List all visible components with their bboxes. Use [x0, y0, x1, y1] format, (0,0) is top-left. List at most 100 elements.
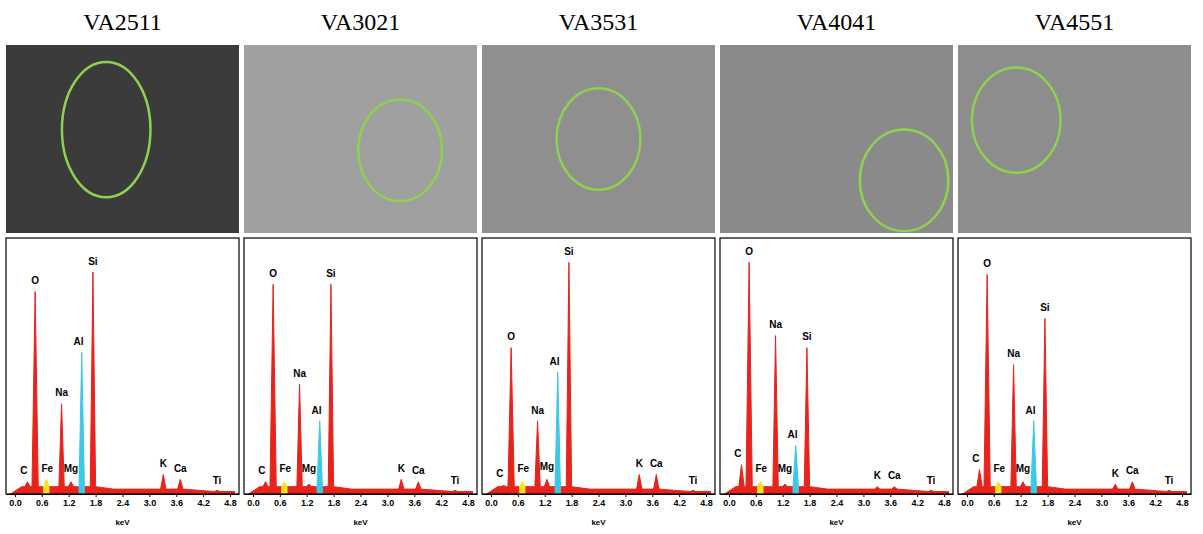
x-tick: 4.8 [938, 494, 951, 508]
x-tick-mark [1182, 494, 1183, 497]
spectrum-area [996, 482, 1001, 494]
x-tick-label: 4.2 [1149, 498, 1162, 508]
element-label: C [972, 453, 979, 464]
element-label: Si [1040, 302, 1050, 313]
x-tick-label: 3.0 [858, 498, 871, 508]
x-tick-label: 4.8 [224, 498, 237, 508]
element-label: Na [293, 368, 306, 379]
element-label: Mg [1016, 463, 1030, 474]
element-label: K [874, 470, 882, 481]
figure-svg: VA25110.00.61.21.82.43.03.64.24.8keVCOFe… [0, 0, 1203, 534]
x-axis-title: keV [829, 518, 844, 527]
x-tick: 4.8 [700, 494, 713, 508]
x-tick-mark [994, 494, 995, 497]
element-label: O [507, 331, 515, 342]
x-tick-mark [967, 494, 968, 497]
x-tick-label: 0.6 [512, 498, 525, 508]
x-tick-label: 1.2 [1015, 498, 1028, 508]
panel-title: VA4041 [797, 9, 877, 35]
plot-frame [958, 238, 1191, 494]
element-label: Ti [689, 475, 698, 486]
x-tick: 0.6 [750, 494, 763, 508]
x-tick-mark [414, 494, 415, 497]
x-tick-label: 4.8 [700, 498, 713, 508]
x-tick: 2.4 [355, 494, 368, 508]
x-tick-mark [230, 494, 231, 497]
x-tick-label: 0.6 [274, 498, 287, 508]
spectrum-marks [248, 284, 472, 494]
panel: VA45510.00.61.21.82.43.03.64.24.8keVCOFe… [958, 9, 1192, 527]
plot-frame [244, 238, 477, 494]
element-label: Al [550, 356, 560, 367]
x-tick-label: 0.0 [723, 498, 736, 508]
x-tick-mark [917, 494, 918, 497]
x-tick-label: 3.0 [144, 498, 157, 508]
element-labels: COFeNaMgAlSiKCaTi [496, 246, 697, 486]
x-tick-mark [572, 494, 573, 497]
element-label: Fe [755, 463, 767, 474]
x-tick-label: 1.2 [777, 498, 790, 508]
spectrum-area [248, 284, 472, 494]
sem-image-background [958, 45, 1191, 233]
x-tick-mark [203, 494, 204, 497]
panel-title: VA3531 [559, 9, 639, 35]
element-label: Al [788, 429, 798, 440]
x-tick-mark [1048, 494, 1049, 497]
highlight-circle [860, 130, 949, 232]
element-label: Na [55, 387, 68, 398]
sem-image [720, 45, 953, 233]
element-label: Fe [993, 463, 1005, 474]
spectrum-area [1031, 421, 1036, 494]
x-tick-mark [361, 494, 362, 497]
x-tick: 3.0 [1096, 494, 1109, 508]
x-tick-mark [545, 494, 546, 497]
x-tick: 0.0 [961, 494, 974, 508]
plot-frame [6, 238, 239, 494]
sem-image-background [720, 45, 953, 233]
x-tick-mark [123, 494, 124, 497]
element-label: Fe [279, 463, 291, 474]
element-label: Mg [302, 463, 316, 474]
spectrum-area [317, 421, 322, 494]
x-tick: 3.6 [171, 494, 184, 508]
element-labels: COFeNaMgAlSiKCaTi [972, 258, 1173, 486]
element-labels: COFeNaMgAlSiKCaTi [734, 246, 935, 486]
spectrum-area [79, 353, 84, 494]
x-tick-label: 1.8 [90, 498, 103, 508]
element-label: Fe [41, 463, 53, 474]
x-axis-title: keV [1067, 518, 1082, 527]
element-label: Mg [778, 463, 792, 474]
x-tick: 1.2 [777, 494, 790, 508]
element-label: Ti [927, 475, 936, 486]
x-tick-label: 0.6 [36, 498, 49, 508]
spectrum-marks [724, 262, 948, 494]
x-axis-title: keV [353, 518, 368, 527]
x-tick: 1.8 [804, 494, 817, 508]
x-tick: 2.4 [831, 494, 844, 508]
sem-image [6, 45, 239, 233]
spectrum-area [10, 272, 234, 494]
element-label: Ca [174, 463, 187, 474]
x-tick: 4.2 [435, 494, 448, 508]
x-tick-mark [652, 494, 653, 497]
x-tick-mark [1128, 494, 1129, 497]
x-tick-mark [729, 494, 730, 497]
spectrum-marks [486, 262, 710, 494]
x-tick-mark [387, 494, 388, 497]
x-tick: 1.2 [301, 494, 314, 508]
x-tick-label: 4.2 [911, 498, 924, 508]
x-axis: 0.00.61.21.82.43.03.64.24.8 [483, 494, 716, 508]
x-tick-mark [15, 494, 16, 497]
x-tick-label: 0.0 [247, 498, 260, 508]
element-label: O [745, 246, 753, 257]
x-tick-mark [706, 494, 707, 497]
x-tick-mark [253, 494, 254, 497]
highlight-circle [358, 100, 442, 202]
element-label: C [496, 468, 503, 479]
x-tick: 0.0 [485, 494, 498, 508]
x-tick-label: 2.4 [1069, 498, 1082, 508]
element-label: Na [769, 319, 782, 330]
x-tick-label: 1.8 [566, 498, 579, 508]
panel: VA25110.00.61.21.82.43.03.64.24.8keVCOFe… [6, 9, 240, 527]
x-tick-mark [96, 494, 97, 497]
